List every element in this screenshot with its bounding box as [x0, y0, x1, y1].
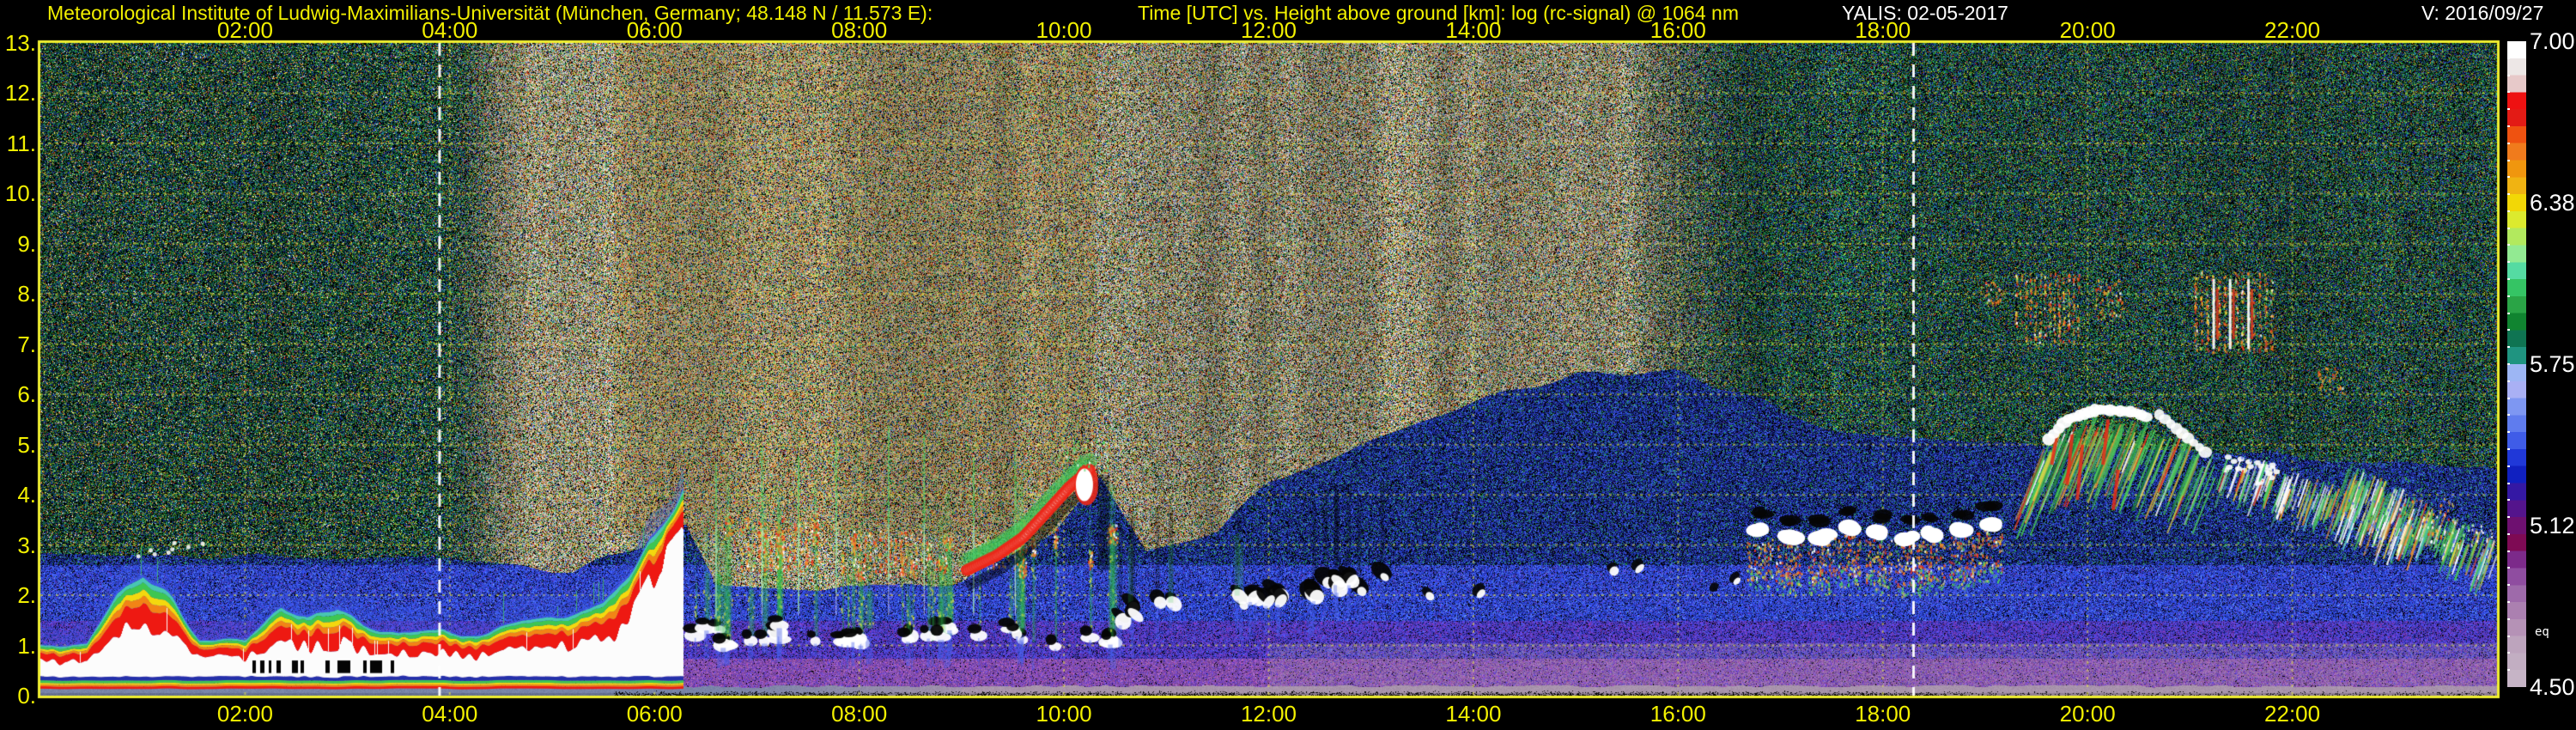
- colorbar-tick: [2507, 414, 2510, 417]
- colorbar-tick: [2507, 159, 2510, 161]
- x-tick-top: 02:00: [216, 17, 273, 43]
- y-tick: 13.: [4, 30, 36, 56]
- y-tick: 0.: [17, 683, 36, 709]
- station-title: Meteorological Institute of Ludwig-Maxim…: [47, 2, 933, 24]
- colorbar-tick: [2507, 142, 2510, 144]
- plot-title: Time [UTC] vs. Height above ground [km]:…: [1138, 2, 1739, 24]
- colorbar-tick: [2507, 57, 2510, 59]
- colorbar-tick: [2507, 176, 2510, 179]
- colorbar-tick: [2507, 465, 2510, 467]
- colorbar-tick: [2507, 550, 2510, 552]
- colorbar-tick: [2507, 567, 2510, 569]
- y-tick: 9.: [17, 230, 36, 257]
- x-tick-top: 22:00: [2264, 17, 2321, 43]
- colorbar-label: 6.38: [2530, 190, 2575, 216]
- x-tick-top: 20:00: [2059, 17, 2116, 43]
- x-tick-top: 04:00: [422, 17, 478, 43]
- x-tick-bottom: 10:00: [1036, 701, 1092, 727]
- x-tick-bottom: 08:00: [831, 701, 888, 727]
- colorbar-tick: [2507, 346, 2510, 349]
- colorbar-tick: [2507, 516, 2510, 519]
- colorbar-tick: [2507, 447, 2510, 450]
- x-tick-bottom: 22:00: [2264, 701, 2321, 727]
- colorbar-tick: [2507, 74, 2510, 76]
- colorbar-label: 5.75: [2530, 351, 2575, 377]
- instrument-date-label: YALIS: 02-05-2017: [1842, 2, 2008, 24]
- colorbar-tick: [2507, 193, 2510, 196]
- x-tick-bottom: 14:00: [1445, 701, 1502, 727]
- y-tick: 10.: [4, 180, 36, 207]
- y-tick: 4.: [17, 482, 36, 508]
- colorbar-tick: [2507, 312, 2510, 314]
- x-tick-top: 16:00: [1649, 17, 1706, 43]
- colorbar-tick: [2507, 329, 2510, 332]
- y-tick: 3.: [17, 532, 36, 558]
- x-tick-bottom: 20:00: [2059, 701, 2116, 727]
- colorbar-label: 5.12: [2530, 513, 2575, 538]
- colorbar-label: 4.50: [2530, 674, 2575, 700]
- colorbar-tick: [2507, 210, 2510, 212]
- colorbar-tick: [2507, 617, 2510, 620]
- x-tick-bottom: 12:00: [1240, 701, 1297, 727]
- y-tick: 5.: [17, 431, 36, 458]
- y-tick: 12.: [4, 80, 36, 106]
- colorbar-side-label: eq: [2535, 625, 2549, 639]
- y-tick: 8.: [17, 281, 36, 307]
- y-tick: 2.: [17, 582, 36, 609]
- colorbar-tick: [2507, 601, 2510, 604]
- x-tick-bottom: 02:00: [216, 701, 273, 727]
- y-tick: 11.: [6, 130, 36, 156]
- x-tick-bottom: 06:00: [626, 701, 683, 727]
- x-tick-bottom: 04:00: [422, 701, 478, 727]
- colorbar-tick: [2507, 669, 2510, 672]
- colorbar-tick: [2507, 108, 2510, 111]
- colorbar-tick: [2507, 635, 2510, 637]
- y-tick: 6.: [17, 381, 36, 408]
- colorbar: [2507, 41, 2526, 687]
- colorbar-tick: [2507, 278, 2510, 281]
- version-label: V: 2016/09/27: [2421, 2, 2544, 24]
- colorbar-tick: [2507, 482, 2510, 484]
- x-tick-bottom: 18:00: [1855, 701, 1911, 727]
- x-tick-top: 06:00: [626, 17, 683, 43]
- x-tick-top: 14:00: [1445, 17, 1502, 43]
- colorbar-tick: [2507, 363, 2510, 365]
- x-tick-top: 18:00: [1855, 17, 1911, 43]
- x-tick-top: 12:00: [1240, 17, 1297, 43]
- colorbar-tick: [2507, 244, 2510, 246]
- colorbar-label: 7.00: [2530, 28, 2575, 54]
- colorbar-tick: [2507, 125, 2510, 127]
- x-tick-top: 08:00: [831, 17, 888, 43]
- colorbar-tick: [2507, 431, 2510, 434]
- colorbar-tick: [2507, 532, 2510, 535]
- colorbar-tick: [2507, 499, 2510, 502]
- colorbar-tick: [2507, 397, 2510, 399]
- colorbar-tick: [2507, 652, 2510, 654]
- colorbar-tick: [2507, 584, 2510, 587]
- colorbar-tick: [2507, 380, 2510, 382]
- y-tick: 7.: [17, 331, 36, 357]
- colorbar-tick: [2507, 295, 2510, 297]
- x-tick-bottom: 16:00: [1649, 701, 1706, 727]
- colorbar-tick: [2507, 261, 2510, 264]
- colorbar-tick: [2507, 227, 2510, 229]
- y-tick: 1.: [17, 632, 36, 659]
- x-tick-top: 10:00: [1036, 17, 1092, 43]
- colorbar-tick: [2507, 91, 2510, 94]
